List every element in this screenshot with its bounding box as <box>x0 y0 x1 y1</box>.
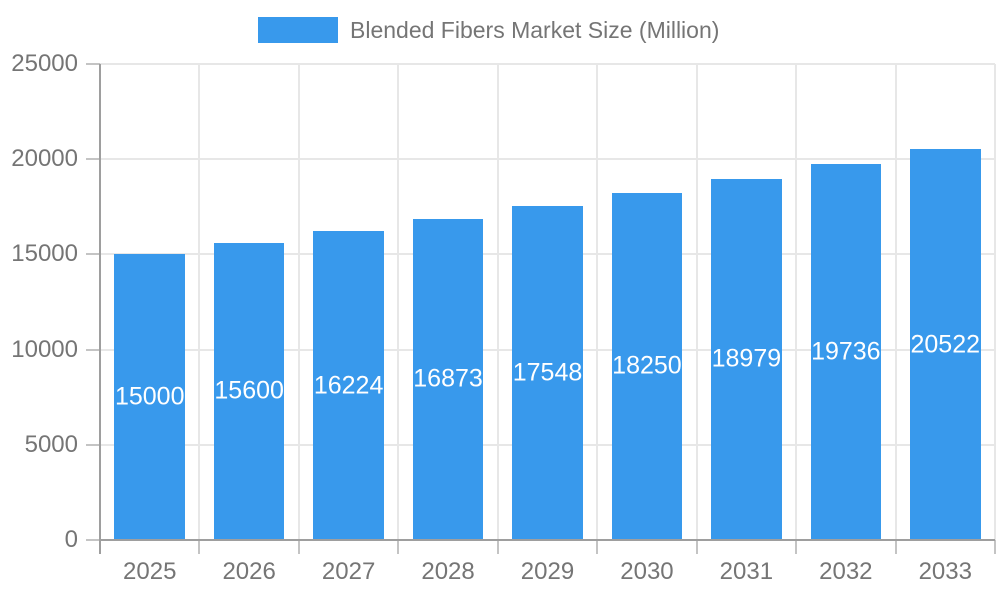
bar[interactable] <box>114 254 185 540</box>
bar[interactable] <box>611 192 683 540</box>
x-tick <box>596 540 599 554</box>
y-axis-label: 0 <box>64 526 78 553</box>
gridline-vertical <box>894 64 897 540</box>
gridline-vertical <box>198 64 201 540</box>
bar[interactable] <box>810 164 882 540</box>
gridline-vertical <box>795 64 798 540</box>
x-axis-label: 2033 <box>918 558 972 585</box>
gridline-horizontal <box>100 158 995 161</box>
y-tick <box>86 539 100 541</box>
y-tick <box>86 443 100 446</box>
x-tick <box>894 540 897 554</box>
x-tick <box>297 540 300 554</box>
bar-value-label: 18250 <box>612 351 682 380</box>
y-axis-label: 20000 <box>11 145 78 173</box>
x-tick <box>198 540 201 554</box>
x-tick <box>795 540 798 554</box>
bar[interactable] <box>512 205 583 540</box>
x-axis-label: 2025 <box>123 558 177 585</box>
x-axis-label: 2027 <box>321 558 376 585</box>
bar[interactable] <box>412 218 484 540</box>
y-axis-line <box>99 64 101 554</box>
bar-value-label: 17548 <box>512 358 583 387</box>
bar-value-label: 15000 <box>114 382 185 411</box>
bar[interactable] <box>213 242 285 540</box>
bar-value-label: 15600 <box>214 376 284 405</box>
bar-value-label: 20522 <box>910 330 981 359</box>
legend-swatch-icon <box>258 17 338 43</box>
x-axis-label: 2032 <box>819 558 873 585</box>
legend-item[interactable]: Blended Fibers Market Size (Million) <box>258 17 719 43</box>
gridline-vertical <box>397 64 400 540</box>
y-axis-label: 25000 <box>11 50 78 77</box>
gridline-vertical <box>596 64 599 540</box>
x-axis-label: 2030 <box>620 558 674 585</box>
x-axis-label: 2031 <box>719 558 774 585</box>
y-axis-label: 15000 <box>11 240 78 268</box>
x-tick <box>695 540 698 554</box>
bar-value-label: 19736 <box>811 337 881 366</box>
y-tick <box>86 253 100 256</box>
x-tick <box>397 540 400 554</box>
y-tick <box>86 158 100 161</box>
x-axis-line <box>100 539 995 541</box>
x-axis-label: 2029 <box>520 558 575 585</box>
y-tick <box>86 63 100 65</box>
bar-value-label: 18979 <box>711 344 782 373</box>
gridline-vertical <box>994 64 996 540</box>
bar[interactable] <box>313 231 384 540</box>
x-axis-label: 2028 <box>421 558 475 585</box>
gridline-horizontal <box>100 63 995 65</box>
x-axis-label: 2026 <box>222 558 276 585</box>
bar-value-label: 16224 <box>313 371 384 400</box>
legend-label: Blended Fibers Market Size (Million) <box>350 17 720 43</box>
y-axis-label: 5000 <box>24 430 78 458</box>
gridline-vertical <box>297 64 300 540</box>
gridline-vertical <box>496 64 499 540</box>
gridline-vertical <box>695 64 698 540</box>
y-tick <box>86 348 100 351</box>
bar-value-label: 16873 <box>413 364 483 393</box>
y-axis-label: 10000 <box>11 335 78 363</box>
bar[interactable] <box>909 149 981 540</box>
x-tick <box>994 540 996 554</box>
x-tick <box>496 540 499 554</box>
bar[interactable] <box>711 178 782 540</box>
